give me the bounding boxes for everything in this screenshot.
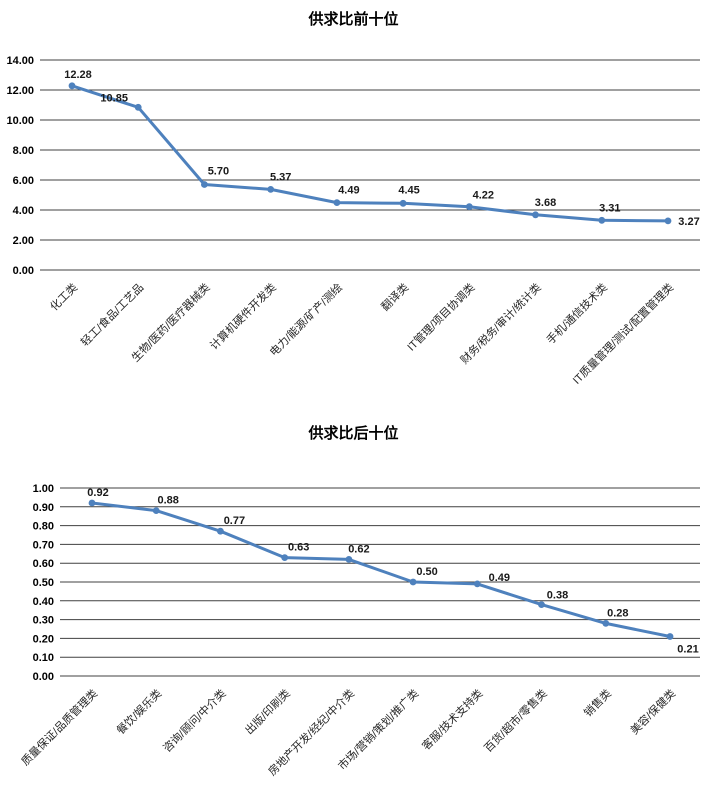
y-axis-tick-label: 0.20	[33, 633, 54, 645]
chart-supply-demand-top10: 供求比前十位 0.00 2.00 4.00 6.00 8.00 10.00 12.00 14.…	[6, 11, 700, 387]
data-point-marker	[602, 620, 610, 627]
x-axis-category-label: 电力/能源/矿产/测绘	[266, 280, 345, 359]
y-axis-tick-label: 1.00	[33, 483, 54, 495]
x-axis-category-label: 餐饮/娱乐类	[113, 686, 164, 737]
data-value-label: 4.45	[398, 184, 419, 196]
line-chart-canvas-top10: 0.00 2.00 4.00 6.00 8.00 10.00 12.00 14.00 12.28…	[6, 55, 700, 387]
y-axis-tick-label: 0.30	[33, 615, 54, 627]
data-value-label: 0.50	[416, 566, 437, 578]
data-point-marker	[532, 211, 539, 219]
y-axis-tick-label: 0.00	[33, 671, 54, 683]
data-value-label: 5.37	[270, 171, 291, 183]
data-value-label: 5.70	[208, 166, 229, 178]
data-value-label: 4.22	[473, 190, 494, 202]
x-axis-category-label: 轻工/食品/工艺品	[78, 280, 147, 349]
x-axis-category-label: 咨询/顾问/中介类	[160, 686, 229, 755]
x-axis-category-label: 化工类	[47, 280, 80, 313]
data-value-label: 4.49	[338, 185, 359, 197]
y-axis-tick-label: 6.00	[13, 175, 34, 187]
data-value-label: 12.28	[64, 69, 92, 81]
x-axis-category-label: IT管理/项目协调类	[404, 280, 477, 353]
y-axis-tick-label: 0.10	[33, 652, 54, 664]
x-axis-category-label: 销售类	[581, 686, 614, 719]
data-point-marker	[134, 103, 142, 111]
data-point-marker	[88, 499, 96, 507]
data-value-label: 0.88	[157, 495, 178, 507]
series-line	[90, 501, 672, 638]
data-value-label: 10.85	[100, 92, 128, 104]
x-axis-category-label: 计算机硬件开发类	[207, 280, 279, 352]
data-point-marker	[152, 507, 160, 514]
y-axis-tick-label: 0.00	[13, 265, 34, 277]
y-axis-tick-label: 10.00	[6, 115, 34, 127]
x-axis-category-label: 百货/超市/零售类	[481, 686, 550, 755]
chart-supply-demand-bottom10: 供求比后十位 0.00 0.10 0.20 0.30 0.40 0.50 0.60 0.70 0…	[0, 415, 707, 791]
y-axis-tick-label: 0.70	[33, 539, 54, 551]
data-point-marker	[267, 186, 275, 193]
y-axis-tick-label: 2.00	[13, 235, 34, 247]
data-value-label: 3.27	[678, 216, 699, 228]
chart-title-top10: 供求比前十位	[308, 11, 399, 28]
line-chart-canvas-bottom10: 0.00 0.10 0.20 0.30 0.40 0.50 0.60 0.70 0.80 0.90…	[18, 483, 700, 778]
y-axis-tick-label: 12.00	[6, 85, 34, 97]
data-value-label: 0.62	[348, 543, 369, 555]
data-value-label: 3.31	[599, 202, 620, 214]
chart-title-bottom10: 供求比后十位	[308, 425, 399, 442]
data-point-marker	[664, 217, 672, 225]
data-point-marker	[68, 82, 76, 90]
data-point-marker	[201, 181, 208, 188]
data-point-marker	[217, 527, 224, 535]
data-value-label: 0.28	[607, 607, 628, 619]
x-axis-category-label: 客服/技术支持类	[419, 686, 486, 753]
data-value-label: 0.92	[87, 487, 108, 499]
y-axis-tick-label: 4.00	[13, 205, 34, 217]
x-axis-category-label: IT质量管理/测试/配置管理类	[569, 280, 676, 387]
y-axis-tick-label: 0.60	[33, 558, 54, 570]
y-axis-tick-label: 0.50	[33, 577, 54, 589]
data-value-label: 3.68	[535, 197, 556, 209]
y-axis-tick-label: 0.40	[33, 596, 54, 608]
data-point-marker	[399, 199, 407, 207]
data-point-marker	[409, 578, 417, 586]
y-axis-tick-label: 8.00	[13, 145, 34, 157]
data-point-marker	[333, 199, 341, 207]
data-point-marker	[473, 580, 481, 588]
x-axis-category-label: 质量保证/品质管理类	[18, 686, 100, 768]
x-axis-category-label: 手机/通信技术类	[543, 280, 610, 347]
x-axis-category-label: 出版/印刷类	[242, 686, 293, 737]
data-value-label: 0.63	[288, 542, 309, 554]
x-axis-category-label: 美容/保健类	[627, 686, 678, 737]
data-point-marker	[345, 556, 353, 563]
data-value-label: 0.49	[489, 572, 510, 584]
data-value-label: 0.77	[224, 515, 245, 527]
data-point-marker	[666, 633, 674, 640]
x-axis-category-label: 翻译类	[378, 280, 411, 313]
data-point-marker	[538, 601, 545, 608]
series-line	[70, 84, 670, 223]
y-axis-tick-label: 0.80	[33, 521, 54, 533]
data-value-label: 0.21	[677, 644, 698, 656]
data-point-marker	[598, 216, 606, 224]
y-axis-tick-label: 0.90	[33, 502, 54, 514]
data-value-label: 0.38	[547, 590, 568, 602]
y-axis-tick-label: 14.00	[6, 55, 34, 67]
data-point-marker	[465, 203, 473, 211]
data-point-marker	[281, 554, 289, 561]
